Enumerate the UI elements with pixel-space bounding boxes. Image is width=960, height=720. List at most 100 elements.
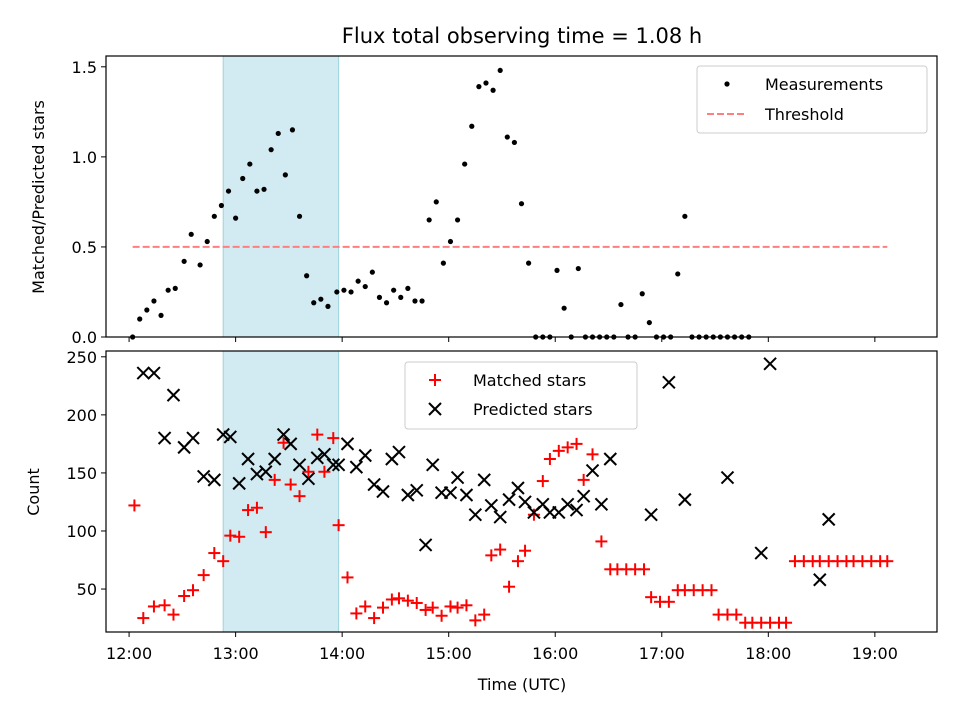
matched-stars-point	[377, 601, 389, 614]
measurements-point	[526, 260, 532, 266]
matched-stars-point	[277, 436, 290, 449]
predicted-stars-point	[331, 458, 346, 472]
measurements-point	[311, 300, 317, 306]
predicted-stars-point	[196, 469, 211, 484]
matched-stars-point	[645, 591, 658, 604]
measurements-point	[325, 303, 331, 309]
legend-frame	[696, 65, 928, 134]
predicted-stars-point	[560, 497, 575, 511]
matched-stars-point	[494, 543, 507, 556]
predicted-stars-point	[401, 488, 415, 502]
shaded-span	[222, 350, 340, 633]
measurements-point	[172, 285, 178, 291]
matched-stars-point	[167, 608, 180, 621]
matched-stars-point	[327, 432, 340, 445]
predicted-stars-point	[450, 470, 465, 485]
measurements-point	[348, 289, 354, 295]
legend-label-matched: Matched stars	[473, 371, 586, 390]
predicted-stars-point	[317, 447, 332, 462]
measurements-point	[362, 283, 368, 290]
matched-stars-point	[662, 595, 675, 608]
y-tick-label: 1.5	[72, 58, 97, 77]
measurements-point	[618, 301, 624, 308]
predicted-stars-point	[207, 473, 222, 487]
measurements-point	[682, 213, 688, 219]
predicted-stars-point	[216, 427, 230, 442]
predicted-stars-point	[147, 366, 161, 380]
matched-stars-point	[302, 465, 315, 478]
measurements-point	[511, 139, 517, 146]
y-tick-label: 0.0	[72, 328, 97, 347]
predicted-stars-point	[349, 460, 364, 474]
legend: Matched stars Predicted stars	[404, 361, 638, 430]
matched-stars-point	[318, 465, 331, 478]
matched-stars-point	[410, 596, 423, 609]
predicted-stars-point	[241, 452, 255, 466]
predicted-stars-point	[720, 470, 735, 485]
predicted-stars-point	[166, 388, 181, 402]
top-panel: Flux total observing time = 1.08 h 0.0 0.…	[29, 24, 938, 347]
matched-stars-point	[359, 600, 372, 613]
shaded-span	[222, 55, 340, 338]
measurements-point	[137, 316, 143, 322]
measurements-point	[419, 298, 425, 304]
matched-stars-point	[705, 584, 718, 597]
y-tick-label: 200	[66, 406, 97, 425]
measurements-point	[181, 258, 187, 264]
x-tick-label: 17:00	[639, 644, 685, 663]
measurements-point	[268, 147, 274, 153]
y-tick-label: 50	[77, 580, 97, 599]
x-tick-label: 16:00	[532, 644, 578, 663]
matched-stars-point	[250, 501, 263, 514]
predicted-stars-point	[468, 508, 483, 522]
measurements-point	[261, 186, 267, 192]
matched-stars-point	[217, 555, 230, 568]
measurements-point	[289, 127, 296, 133]
measurements-point	[158, 312, 164, 318]
measurements-point	[225, 188, 232, 194]
y-tick-label: 0.5	[72, 238, 97, 257]
measurements-point	[398, 294, 404, 300]
predicted-stars-point	[136, 366, 150, 380]
predicted-stars-point	[326, 458, 340, 472]
predicted-stars-point	[358, 448, 372, 463]
predicted-stars-point	[594, 497, 609, 511]
legend-frame	[404, 361, 638, 430]
measurements-point	[254, 188, 260, 194]
measurements-point	[454, 217, 461, 223]
matched-stars-point	[478, 608, 491, 621]
matched-stars-point	[284, 478, 297, 491]
predicted-stars-point	[223, 430, 238, 444]
predicted-stars-point	[443, 485, 458, 500]
matched-stars-point	[341, 571, 354, 584]
measurements-point	[483, 80, 489, 86]
predicted-stars-point	[310, 451, 325, 465]
measurements-point	[318, 296, 324, 302]
predicted-stars-point	[585, 463, 600, 478]
measurements-point	[233, 215, 239, 221]
matched-stars-point	[311, 428, 324, 441]
matched-stars-point	[460, 599, 473, 612]
measurements-point	[334, 289, 340, 295]
predicted-stars-point	[232, 476, 246, 491]
predicted-stars-point	[267, 452, 282, 466]
matched-stars-point	[881, 555, 894, 568]
matched-stars-point	[178, 590, 191, 603]
matched-stars-point	[519, 544, 532, 557]
x-tick-label: 19:00	[852, 644, 898, 663]
measurements-point	[383, 300, 390, 306]
predicted-stars-point	[259, 465, 273, 479]
measurements-point	[341, 287, 347, 293]
x-tick-label: 14:00	[319, 644, 365, 663]
predicted-stars-point	[418, 538, 433, 552]
measurements-point	[433, 199, 439, 205]
predicted-stars-point	[603, 452, 617, 466]
matched-stars-point	[527, 508, 540, 521]
measurements-point	[476, 84, 482, 90]
legend-label-measurements: Measurements	[765, 75, 883, 94]
y-axis-label: Matched/Predicted stars	[29, 100, 48, 294]
measurements-point	[490, 87, 496, 93]
measurements-point	[447, 238, 454, 245]
predicted-stars-point	[569, 503, 584, 517]
measurements-point	[561, 305, 567, 311]
